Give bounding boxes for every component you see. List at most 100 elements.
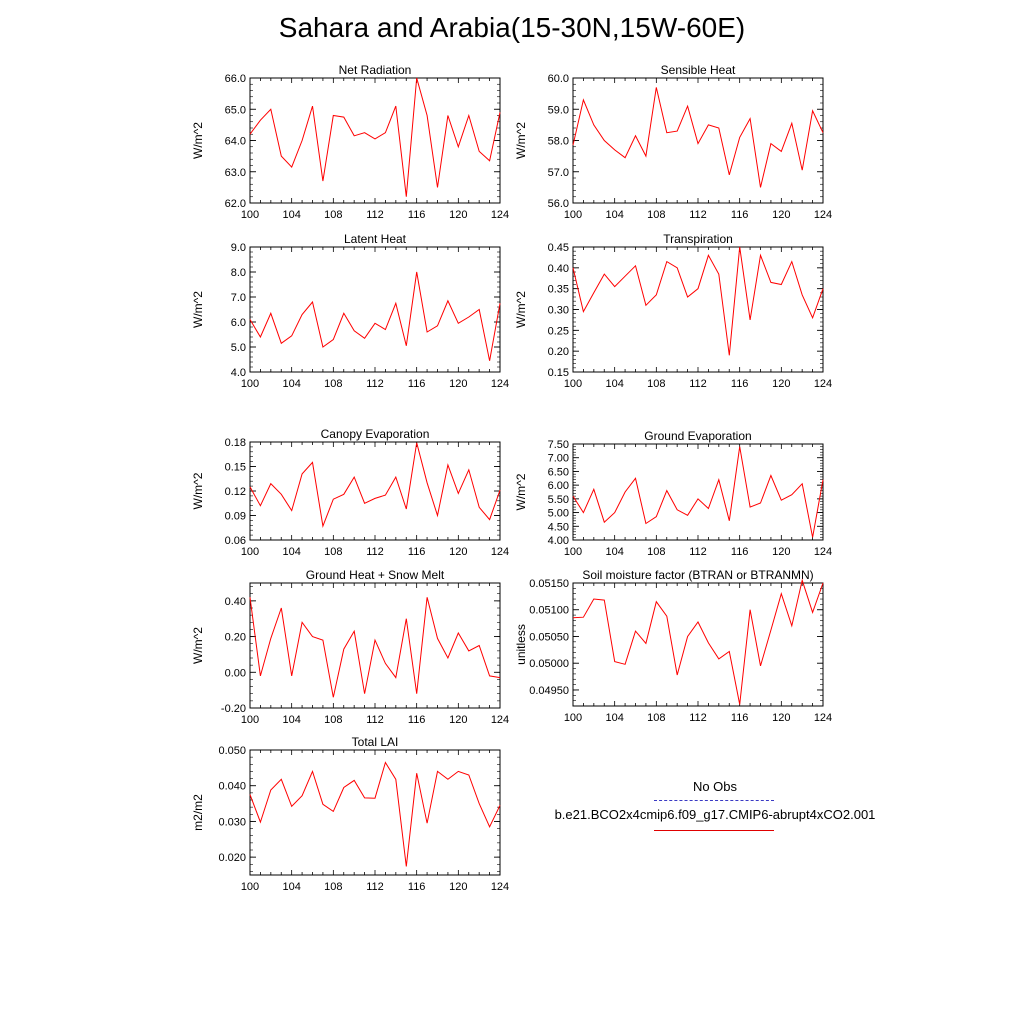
series-line-1 xyxy=(572,246,824,356)
chart-panel-9: Total LAI m2/m2 100 104 108 112 116 120 124 0.020… xyxy=(191,735,509,893)
series-line-1 xyxy=(249,271,501,361)
legend-run-line xyxy=(654,830,774,831)
y-tick-label: 0.040 xyxy=(218,781,246,793)
y-axis-label: W/m^2 xyxy=(191,291,205,328)
x-tick-label: 100 xyxy=(241,209,259,221)
y-tick-label: 0.45 xyxy=(548,242,569,254)
x-tick-label: 108 xyxy=(324,378,342,390)
x-tick-label: 124 xyxy=(491,378,509,390)
y-tick-label: 7.00 xyxy=(548,453,569,465)
y-tick-label: 0.020 xyxy=(218,852,246,864)
x-tick-label: 104 xyxy=(282,378,300,390)
y-axis-label: W/m^2 xyxy=(514,291,528,328)
chart-panel-3: Latent Heat W/m^2 100 104 108 112 116 120 124 4.0… xyxy=(191,232,509,390)
y-tick-label: 0.35 xyxy=(548,284,569,296)
x-tick-label: 116 xyxy=(408,209,426,221)
y-tick-label: 0.06 xyxy=(225,535,246,547)
x-tick-label: 112 xyxy=(689,546,707,558)
y-tick-label: 0.20 xyxy=(225,632,246,644)
x-tick-label: 124 xyxy=(491,714,509,726)
x-tick-label: 104 xyxy=(282,881,300,893)
x-tick-label: 120 xyxy=(449,378,467,390)
y-tick-label: 63.0 xyxy=(225,167,246,179)
y-tick-label: 0.15 xyxy=(548,367,569,379)
x-tick-label: 120 xyxy=(449,209,467,221)
chart-title: Ground Heat + Snow Melt xyxy=(306,568,445,582)
plot-frame xyxy=(249,246,501,373)
y-axis-label: W/m^2 xyxy=(191,122,205,159)
chart-panel-1: Net Radiation W/m^2 100 104 108 112 116 120 124 6… xyxy=(191,63,509,221)
y-tick-label: 58.0 xyxy=(548,136,569,148)
y-tick-label: 0.05100 xyxy=(529,605,569,617)
x-tick-label: 100 xyxy=(564,712,582,724)
x-tick-label: 120 xyxy=(772,209,790,221)
x-tick-label: 116 xyxy=(408,714,426,726)
plot-frame xyxy=(572,246,824,373)
chart-panel-7: Ground Heat + Snow Melt W/m^2 100 104 108 112… xyxy=(191,568,509,726)
x-tick-label: 124 xyxy=(491,209,509,221)
y-tick-label: 4.00 xyxy=(548,535,569,547)
x-tick-label: 100 xyxy=(564,209,582,221)
x-tick-label: 116 xyxy=(731,546,749,558)
x-tick-label: 116 xyxy=(408,378,426,390)
y-tick-label: 5.00 xyxy=(548,508,569,520)
series-line-1 xyxy=(249,597,501,698)
y-tick-label: 0.40 xyxy=(225,596,246,608)
y-tick-label: 4.0 xyxy=(231,367,246,379)
x-tick-label: 124 xyxy=(814,546,832,558)
chart-title: Sensible Heat xyxy=(661,63,736,77)
x-tick-label: 108 xyxy=(324,546,342,558)
x-tick-label: 124 xyxy=(814,712,832,724)
y-axis-label: W/m^2 xyxy=(514,122,528,159)
y-tick-label: 64.0 xyxy=(225,136,246,148)
x-tick-label: 124 xyxy=(814,209,832,221)
chart-title: Net Radiation xyxy=(339,63,412,77)
x-tick-label: 120 xyxy=(449,881,467,893)
y-tick-label: 6.50 xyxy=(548,466,569,478)
x-tick-label: 104 xyxy=(605,712,623,724)
legend-run-label: b.e21.BCO2x4cmip6.f09_g17.CMIP6-abrupt4x… xyxy=(554,807,876,822)
x-tick-label: 100 xyxy=(564,546,582,558)
x-tick-label: 112 xyxy=(366,881,384,893)
y-tick-label: 0.030 xyxy=(218,816,246,828)
x-tick-label: 100 xyxy=(241,378,259,390)
series-line-1 xyxy=(572,578,824,705)
y-tick-label: 0.050 xyxy=(218,745,246,757)
x-tick-label: 112 xyxy=(366,209,384,221)
x-tick-label: 120 xyxy=(772,378,790,390)
x-tick-label: 104 xyxy=(282,209,300,221)
y-axis-label: unitless xyxy=(514,624,528,665)
y-tick-label: 9.0 xyxy=(231,242,246,254)
series-line-1 xyxy=(572,87,824,188)
x-tick-label: 108 xyxy=(324,714,342,726)
x-tick-label: 108 xyxy=(647,209,665,221)
chart-title: Latent Heat xyxy=(344,232,407,246)
y-tick-label: 0.18 xyxy=(225,437,246,449)
chart-panel-5: Canopy Evaporation W/m^2 100 104 108 112 116 12… xyxy=(191,427,509,558)
chart-title: Total LAI xyxy=(352,735,399,749)
x-tick-label: 120 xyxy=(449,546,467,558)
series-line-1 xyxy=(249,442,501,528)
x-tick-label: 124 xyxy=(814,378,832,390)
chart-title: Transpiration xyxy=(663,232,733,246)
plot-frame xyxy=(249,77,501,204)
legend-obs-line xyxy=(654,800,774,801)
y-tick-label: 66.0 xyxy=(225,73,246,85)
y-tick-label: 0.30 xyxy=(548,305,569,317)
series-line-1 xyxy=(249,761,501,867)
x-tick-label: 104 xyxy=(605,209,623,221)
y-tick-label: 57.0 xyxy=(548,167,569,179)
y-tick-label: 5.50 xyxy=(548,494,569,506)
y-tick-label: 0.12 xyxy=(225,486,246,498)
series-line-1 xyxy=(249,77,501,197)
x-tick-label: 100 xyxy=(241,546,259,558)
y-tick-label: 0.20 xyxy=(548,346,569,358)
x-tick-label: 112 xyxy=(366,714,384,726)
y-tick-label: 0.05050 xyxy=(529,631,569,643)
legend-obs-label: No Obs xyxy=(692,779,738,794)
x-tick-label: 112 xyxy=(366,378,384,390)
y-axis-label: W/m^2 xyxy=(514,473,528,510)
x-tick-label: 112 xyxy=(689,378,707,390)
y-tick-label: 0.05000 xyxy=(529,658,569,670)
